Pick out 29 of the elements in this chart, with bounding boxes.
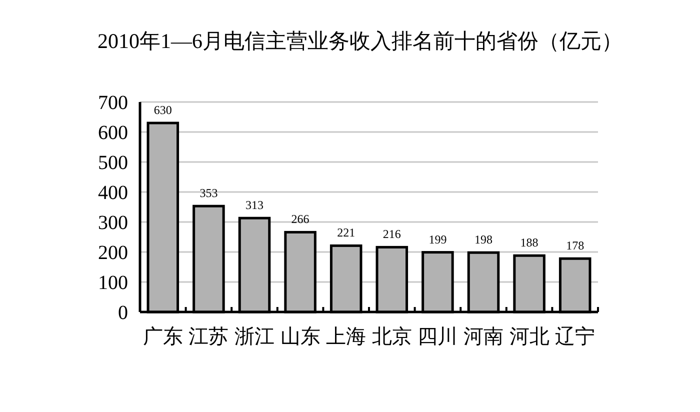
- data-label: 178: [566, 238, 584, 253]
- y-tick-label: 600: [98, 122, 128, 144]
- x-tick-label: 浙江: [234, 326, 274, 348]
- x-tick-label: 上海: [326, 326, 366, 348]
- x-tick-label: 辽宁: [555, 326, 596, 348]
- data-label: 266: [291, 212, 310, 226]
- data-label: 188: [520, 236, 538, 250]
- data-label: 630: [154, 103, 172, 117]
- y-tick-label: 500: [98, 152, 128, 174]
- x-tick-label: 广东: [142, 326, 183, 348]
- data-label: 199: [428, 232, 447, 246]
- x-tick-label: 河北: [509, 326, 550, 348]
- chart-title: 2010年1—6月电信主营业务收入排名前十的省份（亿元）: [98, 29, 622, 53]
- y-tick-label: 700: [98, 92, 128, 114]
- data-label: 216: [382, 227, 401, 242]
- x-tick-label: 河南: [464, 326, 504, 348]
- y-tick-label: 200: [98, 242, 128, 264]
- x-tick-label: 江苏: [188, 326, 229, 348]
- data-label: 353: [200, 186, 218, 200]
- x-tick-label: 北京: [372, 326, 412, 348]
- x-tick-label: 四川: [418, 326, 458, 348]
- y-tick-label: 0: [118, 302, 128, 324]
- y-tick-label: 400: [98, 182, 128, 204]
- data-label: 313: [246, 198, 264, 212]
- y-tick-label: 300: [98, 212, 128, 234]
- y-tick-label: 100: [98, 272, 128, 294]
- data-label: 221: [337, 226, 356, 240]
- data-label: 198: [474, 232, 492, 247]
- x-tick-label: 山东: [280, 326, 320, 348]
